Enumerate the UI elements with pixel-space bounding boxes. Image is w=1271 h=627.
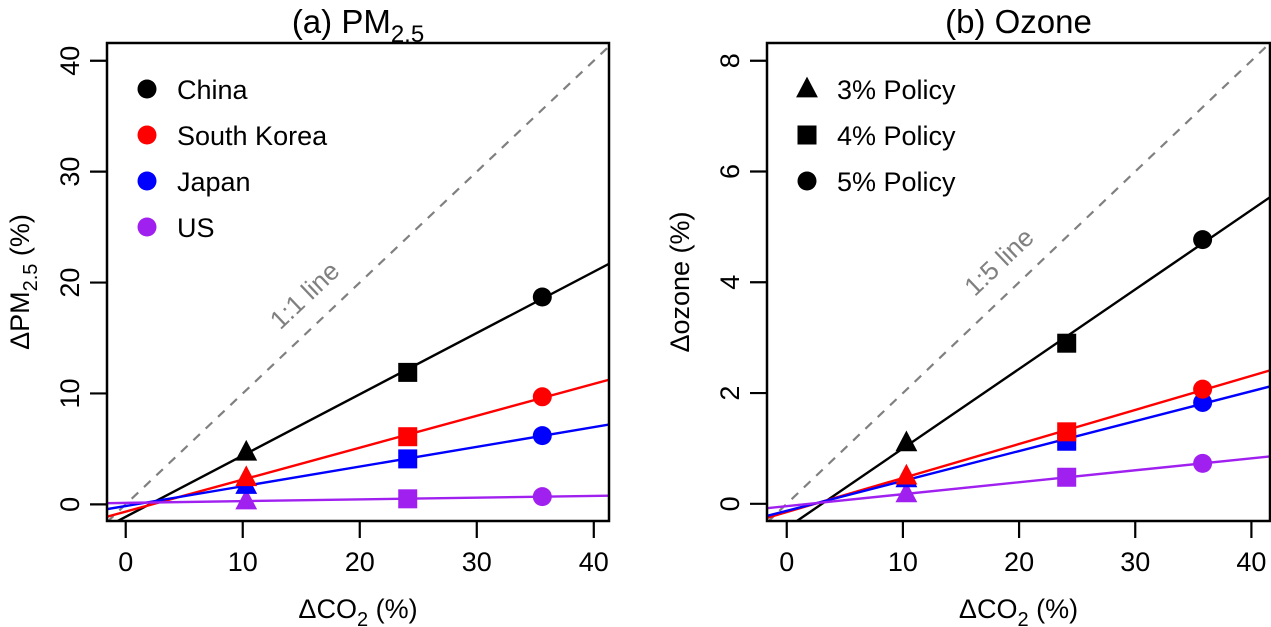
panel-b-x-tick-label-20: 20 [1004, 547, 1034, 577]
panel-a-marks [107, 45, 609, 521]
panel-a-xlabel-subscript: 2 [357, 609, 368, 627]
panel-b-point-china-triangle [895, 430, 918, 452]
panel-b-y-tick-label-2: 2 [715, 386, 745, 401]
panel-b-y-tick-label-6: 6 [715, 164, 745, 179]
panel-a-ylabel-subscript: 2.5 [20, 264, 42, 292]
panel-a-ylabel-suffix: (%) [5, 214, 35, 264]
panel-b-fit-line-us [767, 455, 1270, 510]
panel-a-x-tick-label-40: 40 [579, 547, 609, 577]
panel-b-xlabel-main: ΔCO [959, 594, 1018, 624]
panel-b-point-us-triangle [895, 481, 918, 503]
panel-a-point-us-circle [532, 487, 552, 507]
panel-b-point-china-square [1057, 333, 1077, 353]
panel-a-legend-label-japan: Japan [177, 167, 251, 197]
panel-a-y-tick-label-0: 0 [55, 497, 85, 512]
panel-a-title: (a) PM2.5 [292, 3, 424, 48]
panel-a-fit-line-us [107, 494, 609, 505]
panel-a-point-japan-circle [532, 426, 552, 446]
panel-a-fit-line-japan [107, 423, 609, 511]
panel-b-point-south-korea-circle [1193, 379, 1213, 399]
panel-b-point-us-circle [1193, 453, 1213, 473]
panel-a-legend-label-south-korea: South Korea [177, 121, 328, 151]
panel-a-ylabel-main: ΔPM [5, 291, 35, 350]
panel-b-axes: 0 10 20 30 40 0 2 4 6 8 [715, 53, 1266, 577]
panel-a-point-china-triangle [235, 439, 258, 461]
panel-a-reference-line [107, 45, 609, 521]
panel-a-legend: China South Korea Japan US [137, 75, 328, 243]
panel-a-legend-marker-china [137, 79, 157, 99]
panel-b-fit-line-china [794, 196, 1270, 521]
panel-a-point-us-square [398, 489, 418, 509]
panel-b-xlabel-suffix: (%) [1029, 594, 1079, 624]
panel-a-x-tick-label-10: 10 [228, 547, 258, 577]
panel-a-title-main: (a) PM [292, 3, 391, 40]
panel-b-point-japan-circle [1193, 392, 1213, 412]
panel-a-legend-label-us: US [177, 213, 215, 243]
panel-a-fit-line-china [115, 262, 609, 521]
panel-b-x-tick-label-40: 40 [1236, 547, 1266, 577]
panel-b-x-tick-label-30: 30 [1120, 547, 1150, 577]
panel-a-axes: 0 10 20 30 40 0 10 20 30 40 [55, 46, 609, 577]
panel-b-y-tick-label-0: 0 [715, 496, 745, 511]
panel-b-point-china-circle [1193, 230, 1213, 250]
panel-a-point-china-circle [532, 287, 552, 307]
panel-b-point-south-korea-square [1057, 422, 1077, 442]
panel-a-legend-marker-south-korea [137, 125, 157, 145]
panel-b-legend-label-5-policy: 5% Policy [837, 167, 956, 197]
panel-b-x-tick-label-0: 0 [779, 547, 794, 577]
panel-a-xlabel-suffix: (%) [368, 594, 418, 624]
panel-a-title-subscript: 2.5 [391, 21, 424, 48]
panel-b-point-us-square [1057, 467, 1077, 487]
panel-a-point-us-triangle [235, 488, 258, 510]
panel-a-point-south-korea-square [398, 427, 418, 447]
panel-b-x-tick-label-10: 10 [888, 547, 918, 577]
panel-b-reference-line [767, 43, 1270, 521]
panel-b-legend-label-3-policy: 3% Policy [837, 75, 956, 105]
panel-a-x-axis-label: ΔCO2 (%) [298, 594, 417, 627]
panel-b-legend-marker-3-policy [796, 76, 818, 98]
panel-a-legend-marker-us [137, 217, 157, 237]
panel-a-y-tick-label-40: 40 [55, 46, 85, 76]
panel-b-legend: 3% Policy 4% Policy 5% Policy [796, 75, 956, 197]
panel-a-x-tick-label-20: 20 [345, 547, 375, 577]
panel-b-fit-line-japan [767, 385, 1270, 518]
panel-b-title: (b) Ozone [945, 3, 1092, 40]
panel-a-point-south-korea-circle [532, 387, 552, 407]
panel-a-legend-marker-japan [137, 171, 157, 191]
panel-b-legend-label-4-policy: 4% Policy [837, 121, 956, 151]
panel-b-marks [767, 43, 1270, 521]
panel-a-point-japan-square [398, 449, 418, 469]
panel-b-y-tick-label-8: 8 [715, 53, 745, 68]
panel-a-reference-line-label: 1:1 line [264, 256, 345, 335]
panel-b-legend-marker-4-policy [797, 125, 817, 145]
panel-a-x-tick-label-30: 30 [462, 547, 492, 577]
panel-b-y-tick-label-4: 4 [715, 275, 745, 290]
panel-b-reference-line-label: 1:5 line [958, 222, 1039, 302]
panel-a-x-tick-label-0: 0 [118, 547, 133, 577]
panel-b-x-axis-label: ΔCO2 (%) [959, 594, 1078, 627]
panel-a-y-tick-label-10: 10 [55, 378, 85, 408]
panel-b-xlabel-subscript: 2 [1017, 609, 1028, 627]
panel-a-point-china-square [398, 362, 418, 382]
panel-b-point-south-korea-triangle [895, 463, 918, 485]
panel-a-xlabel-main: ΔCO [298, 594, 357, 624]
panel-b-y-axis-label: Δozone (%) [665, 211, 695, 352]
panel-a-point-south-korea-triangle [235, 465, 258, 487]
panel-a-y-tick-label-30: 30 [55, 157, 85, 187]
panel-b-legend-marker-5-policy [797, 171, 817, 191]
panel-a-y-axis-label: ΔPM2.5 (%) [5, 214, 42, 350]
panel-a-legend-label-china: China [177, 75, 249, 105]
panel-a-y-tick-label-20: 20 [55, 268, 85, 298]
